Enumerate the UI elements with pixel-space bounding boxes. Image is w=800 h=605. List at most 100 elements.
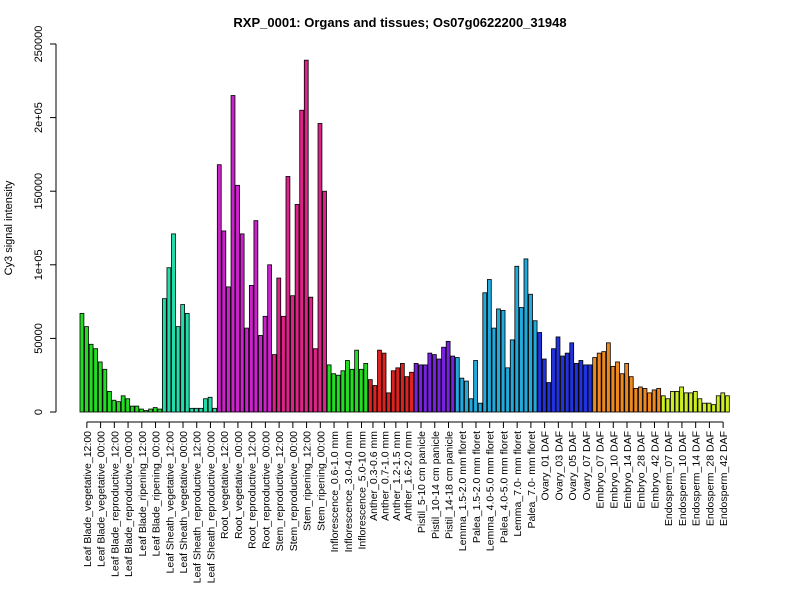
x-tick-label: Leaf Blade_reproductive_12:00 (109, 431, 121, 577)
bar (679, 386, 684, 413)
x-tick-label: Leaf Blade_ripening_12:00 (137, 431, 149, 557)
x-tick-label: Root_reproductive_12:00 (247, 431, 259, 549)
bar (468, 398, 474, 413)
bar (409, 371, 414, 413)
bar (203, 398, 208, 413)
x-tick-label: Leaf Blade_vegetative_12:00 (82, 431, 94, 567)
bar (276, 277, 282, 413)
bar (152, 407, 158, 413)
x-tick-label: Leaf Blade_vegetative_00:00 (96, 431, 108, 567)
bar (441, 346, 446, 413)
bar (683, 392, 689, 413)
x-tick-label: Lemma_1.5-2.0 mm floret (457, 431, 469, 551)
bar (537, 332, 543, 413)
bar (157, 408, 163, 413)
bar (230, 95, 236, 413)
x-tick-label: Palea_4.0-5.0 mm floret (498, 431, 510, 543)
bar (166, 267, 172, 413)
bar (239, 233, 245, 413)
x-tick-label: Inflorescence_5.0-10 mm (357, 431, 369, 550)
bar (363, 363, 369, 413)
bar (546, 382, 552, 413)
y-tick-label: 250000 (33, 26, 45, 63)
bar (555, 336, 561, 413)
x-tick-label: Pistil_14-18 cm panicle (443, 431, 455, 539)
x-tick-label: Inflorescence_0.6-1.0 mm (329, 431, 341, 553)
bar (473, 360, 478, 413)
x-tick-label: Root_reproductive_00:00 (260, 431, 272, 549)
x-tick-label: Endosperm_42 DAF (718, 431, 730, 526)
bar (601, 351, 607, 413)
bar (427, 352, 433, 413)
x-tick-label: Leaf Blade_reproductive_00:00 (123, 431, 135, 577)
bar (358, 368, 364, 413)
bar (656, 388, 662, 413)
bar (248, 285, 254, 413)
x-tick-label: Embryo_42 DAF (649, 431, 661, 509)
x-tick-label: Anther_0.7-1.0 mm (379, 431, 391, 521)
bar (615, 361, 620, 413)
bar (450, 355, 456, 413)
x-tick-label: Anther_1.6-2.0 mm (402, 431, 414, 521)
bar (578, 360, 584, 413)
bar (161, 298, 167, 413)
bar (253, 220, 259, 413)
bar (180, 304, 185, 413)
bar (628, 376, 634, 413)
x-tick-label: Endosperm_28 DAF (704, 431, 716, 526)
bar (125, 398, 131, 413)
x-tick-label: Lemma_4.0-5.0 mm floret (485, 431, 497, 551)
bar (235, 184, 240, 413)
x-tick-label: Pistil_5-10 cm panicle (416, 431, 428, 533)
bar (102, 368, 108, 413)
y-tick-label: 2e+05 (33, 102, 45, 133)
x-tick-label: Endosperm_10 DAF (677, 431, 689, 526)
x-tick-label: Endosperm_07 DAF (663, 431, 675, 526)
x-tick-label: Stem_ripening_00:00 (315, 431, 327, 531)
bar (702, 402, 707, 413)
bar (573, 363, 579, 413)
bar (271, 354, 277, 413)
bar (418, 364, 424, 413)
x-tick-label: Leaf Sheath_reproductive_12:00 (192, 431, 204, 584)
bar (523, 258, 529, 413)
x-tick-label: Root_vegetative_12:00 (219, 431, 231, 539)
bar (97, 361, 103, 413)
bar (500, 310, 506, 413)
bar (285, 176, 291, 413)
bar (386, 392, 391, 413)
bar (711, 404, 716, 413)
bar (171, 233, 176, 413)
x-tick-label: Leaf Blade_ripening_00:00 (151, 431, 163, 557)
bar (262, 315, 268, 413)
bar (477, 402, 483, 413)
bar (697, 398, 703, 413)
bar (317, 123, 323, 413)
bar (175, 326, 181, 413)
x-tick-label: Stem_reproductive_12:00 (274, 431, 286, 551)
bar (326, 364, 332, 413)
bar (381, 352, 387, 413)
chart-title: RXP_0001: Organs and tissues; Os07g06222… (233, 15, 566, 30)
bar (345, 360, 350, 413)
x-tick-label: Pistil_10-14 cm panicle (430, 431, 442, 539)
bar (541, 358, 547, 413)
bar (88, 343, 94, 413)
x-tick-label: Embryo_07 DAF (595, 431, 607, 509)
bar (532, 320, 538, 413)
bar (496, 308, 501, 413)
bar (610, 365, 616, 413)
bar (111, 399, 117, 413)
bar (642, 388, 648, 413)
bar (551, 348, 556, 413)
bar (596, 352, 602, 413)
y-tick-label: 1e+05 (33, 249, 45, 280)
bar (303, 59, 309, 413)
x-tick-label: Anther_1.2-1.5 mm (391, 431, 403, 521)
x-tick-label: Ovary_05 DAF (567, 431, 579, 500)
bar (335, 374, 341, 413)
bar (322, 190, 327, 413)
bar (413, 363, 419, 413)
bar (212, 407, 218, 413)
